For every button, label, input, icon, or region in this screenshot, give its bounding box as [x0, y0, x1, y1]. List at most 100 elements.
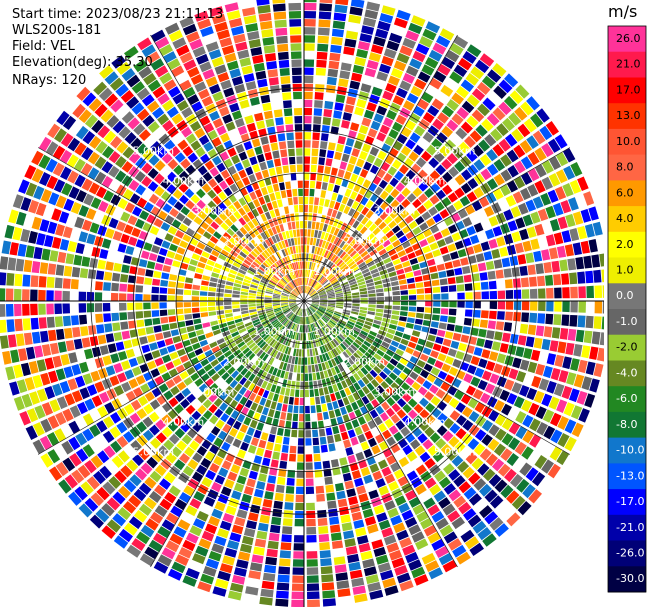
velocity-gate — [446, 204, 457, 215]
velocity-gate — [363, 161, 372, 171]
velocity-gate — [65, 253, 75, 265]
velocity-gate — [278, 419, 285, 428]
velocity-gate — [103, 313, 112, 322]
velocity-gate — [470, 66, 485, 80]
velocity-gate — [351, 266, 359, 273]
velocity-gate — [514, 160, 526, 174]
velocity-gate — [182, 146, 194, 157]
velocity-gate — [137, 37, 152, 51]
velocity-gate — [235, 41, 248, 52]
velocity-gate — [478, 139, 491, 152]
velocity-gate — [462, 217, 473, 227]
velocity-gate — [272, 183, 280, 192]
velocity-gate — [333, 357, 340, 365]
velocity-gate — [161, 426, 173, 438]
velocity-gate — [325, 484, 335, 493]
velocity-gate — [288, 2, 301, 11]
velocity-gate — [402, 240, 411, 249]
velocity-gate — [308, 373, 313, 381]
velocity-gate — [358, 284, 367, 289]
velocity-gate — [322, 411, 329, 420]
velocity-gate — [100, 109, 114, 123]
velocity-gate — [269, 209, 276, 218]
velocity-gate — [357, 41, 371, 51]
velocity-gate — [67, 378, 78, 391]
velocity-gate — [336, 355, 344, 363]
velocity-gate — [437, 400, 448, 411]
velocity-gate — [167, 158, 179, 170]
velocity-gate — [276, 312, 283, 317]
velocity-gate — [519, 359, 530, 371]
velocity-gate — [382, 239, 391, 248]
velocity-gate — [211, 373, 220, 382]
velocity-gate — [224, 2, 239, 13]
velocity-gate — [486, 330, 495, 340]
velocity-gate — [408, 306, 417, 312]
velocity-gate — [422, 439, 434, 450]
velocity-gate — [466, 115, 479, 128]
velocity-gate — [166, 250, 176, 259]
velocity-gate — [185, 416, 196, 427]
velocity-gate — [147, 168, 159, 179]
velocity-gate — [227, 147, 237, 157]
velocity-gate — [102, 303, 111, 312]
velocity-gate — [195, 545, 209, 557]
velocity-gate — [361, 143, 372, 153]
velocity-gate — [516, 478, 530, 493]
velocity-gate — [86, 476, 100, 490]
velocity-gate — [586, 285, 594, 298]
velocity-gate — [159, 309, 168, 317]
velocity-gate — [314, 331, 319, 339]
velocity-gate — [422, 228, 433, 238]
velocity-gate — [221, 346, 230, 354]
velocity-gate — [447, 243, 457, 252]
velocity-gate — [306, 559, 318, 567]
velocity-gate — [330, 277, 337, 284]
velocity-gate — [310, 164, 317, 173]
velocity-gate — [375, 28, 389, 39]
velocity-gate — [328, 252, 334, 261]
velocity-gate — [73, 338, 83, 350]
velocity-gate — [117, 450, 130, 463]
velocity-gate — [16, 211, 27, 226]
velocity-gate — [296, 462, 304, 470]
velocity-gate — [205, 469, 216, 481]
velocity-gate — [279, 280, 286, 286]
velocity-gate — [593, 316, 602, 330]
velocity-gate — [423, 363, 433, 372]
velocity-gate — [197, 581, 212, 593]
velocity-gate — [365, 373, 374, 382]
velocity-gate — [292, 559, 304, 567]
velocity-gate — [478, 358, 488, 369]
velocity-gate — [256, 530, 268, 540]
velocity-gate — [525, 467, 539, 482]
velocity-gate — [208, 311, 217, 316]
velocity-gate — [521, 301, 530, 311]
velocity-gate — [530, 238, 540, 250]
velocity-gate — [130, 137, 143, 150]
velocity-gate — [293, 364, 298, 373]
velocity-gate — [258, 86, 269, 96]
velocity-gate — [343, 288, 351, 293]
velocity-gate — [234, 318, 243, 324]
velocity-gate — [283, 510, 293, 518]
velocity-gate — [415, 216, 425, 225]
velocity-gate — [351, 200, 360, 210]
velocity-gate — [275, 311, 283, 316]
velocity-gate — [165, 361, 175, 371]
velocity-gate — [212, 329, 221, 336]
velocity-gate — [110, 99, 124, 113]
velocity-gate — [396, 52, 410, 64]
velocity-gate — [178, 170, 190, 181]
velocity-gate — [522, 430, 535, 444]
velocity-gate — [108, 217, 119, 229]
velocity-gate — [533, 250, 543, 262]
velocity-gate — [259, 329, 267, 337]
velocity-gate — [406, 451, 418, 462]
velocity-gate — [319, 292, 327, 296]
velocity-gate — [520, 187, 531, 201]
velocity-gate — [307, 583, 320, 591]
velocity-gate — [458, 342, 468, 352]
velocity-gate — [312, 314, 317, 322]
velocity-gate — [435, 336, 444, 345]
